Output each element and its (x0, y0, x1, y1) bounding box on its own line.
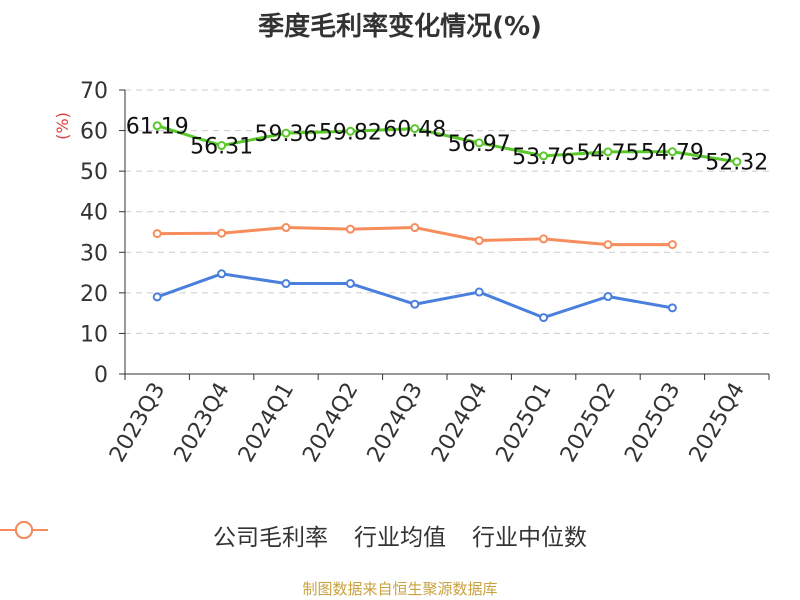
data-point (410, 299, 420, 309)
x-tick-label: 2025Q1 (491, 379, 556, 467)
y-tick-label: 50 (80, 160, 108, 185)
data-point (281, 279, 291, 289)
data-point (603, 292, 613, 302)
x-tick-label: 2025Q3 (620, 379, 685, 467)
legend-item[interactable]: 行业中位数 (0, 518, 587, 552)
data-point (474, 287, 484, 297)
x-tick-label: 2023Q3 (105, 379, 170, 467)
data-point (217, 269, 227, 279)
data-point (667, 147, 677, 157)
data-label: 54.79 (641, 141, 704, 166)
y-tick-label: 0 (94, 363, 108, 388)
data-point (152, 121, 162, 131)
data-label: 53.76 (512, 145, 575, 170)
x-tick-label: 2024Q2 (298, 379, 363, 467)
data-point (474, 236, 484, 246)
data-point (410, 124, 420, 134)
data-point (474, 138, 484, 148)
y-axis-label: (%) (53, 112, 72, 140)
legend-label: 行业均值 (354, 525, 446, 551)
x-tick-label: 2025Q4 (685, 379, 750, 467)
legend-marker (0, 521, 48, 539)
data-point (603, 240, 613, 250)
y-tick-label: 60 (80, 120, 108, 145)
data-point (539, 234, 549, 244)
data-point (152, 229, 162, 239)
y-tick-label: 40 (80, 201, 108, 226)
series-layer (152, 121, 742, 323)
x-tick-label: 2023Q4 (169, 379, 234, 467)
y-tick-label: 30 (80, 241, 108, 266)
y-tick-label: 20 (80, 282, 108, 307)
legend-circle (15, 521, 33, 539)
x-tick-label: 2024Q4 (427, 379, 492, 467)
series-line (156, 272, 673, 320)
data-point (281, 128, 291, 138)
data-point (667, 303, 677, 313)
series-3 (152, 223, 677, 250)
legend-label: 行业中位数 (472, 525, 587, 551)
legend: 公司毛利率 行业均值 行业中位数 (0, 518, 800, 552)
data-label: 61.19 (126, 115, 189, 140)
data-label: 52.32 (705, 151, 768, 176)
y-tick-label: 70 (80, 79, 108, 104)
data-label: 54.75 (577, 141, 640, 166)
data-label: 59.36 (255, 122, 318, 147)
data-point (732, 157, 742, 167)
data-point (410, 223, 420, 233)
legend-item[interactable]: 行业均值 (0, 518, 446, 552)
data-label: 56.31 (190, 135, 253, 160)
data-point (603, 147, 613, 157)
x-tick-label: 2024Q3 (363, 379, 428, 467)
data-label: 59.82 (319, 120, 382, 145)
y-tick-label: 10 (80, 322, 108, 347)
series-1 (152, 121, 742, 167)
source-note: 制图数据来自恒生聚源数据库 (302, 580, 498, 598)
x-tick-label: 2024Q1 (234, 379, 299, 467)
series-line (156, 124, 738, 164)
data-point (217, 228, 227, 238)
data-point (539, 313, 549, 323)
data-point (281, 223, 291, 233)
data-point (345, 279, 355, 289)
data-point (345, 126, 355, 136)
data-point (539, 151, 549, 161)
data-point (345, 224, 355, 234)
legend-label: 公司毛利率 (213, 525, 328, 551)
data-point (667, 240, 677, 250)
grid-lines (125, 89, 769, 334)
x-tick-label: 2025Q2 (556, 379, 621, 467)
chart-title: 季度毛利率变化情况(%) (258, 12, 542, 42)
data-point (152, 292, 162, 302)
legend-item[interactable]: 公司毛利率 (0, 518, 328, 552)
data-label: 56.97 (448, 132, 511, 157)
data-point (217, 141, 227, 151)
series-2 (152, 269, 677, 323)
data-label: 60.48 (383, 118, 446, 143)
